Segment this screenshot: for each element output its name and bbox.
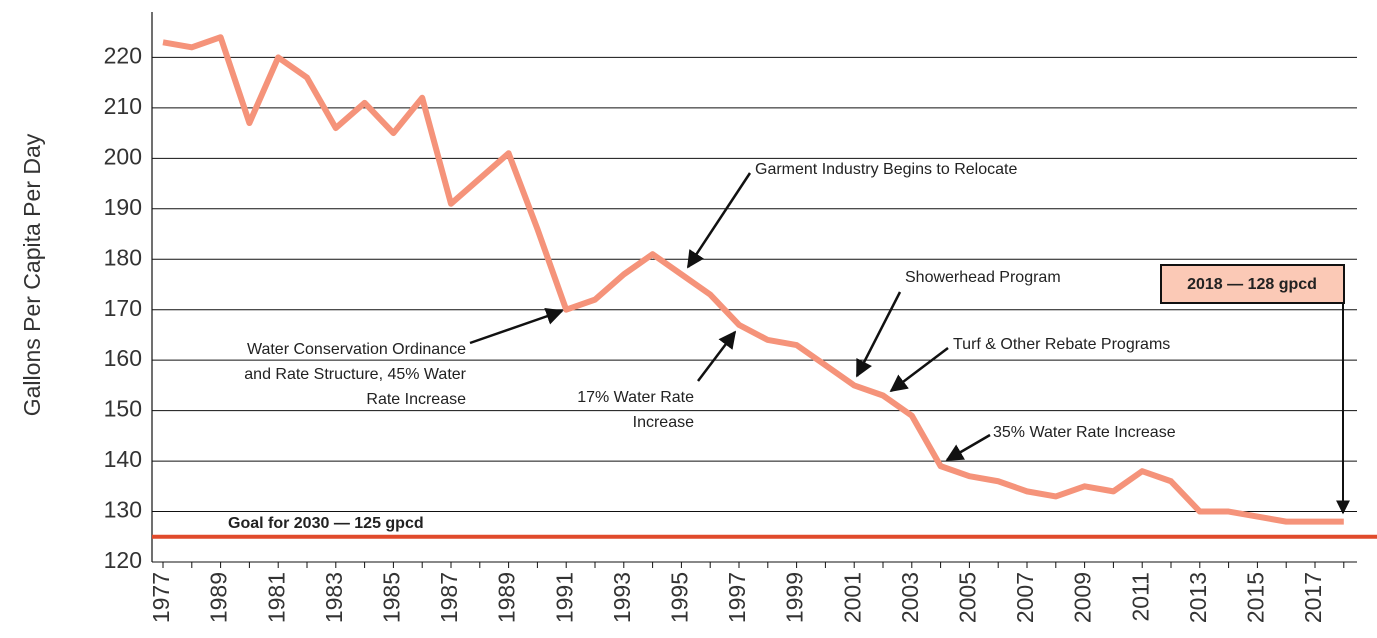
y-tick-label: 170 (104, 295, 142, 321)
x-tick-label: 1989 (206, 572, 232, 623)
x-tick-label: 1999 (782, 572, 808, 623)
annotation-text: Turf & Other Rebate Programs (953, 336, 1170, 353)
data-line (162, 34, 1344, 525)
goal-label: Goal for 2030 — 125 gpcd (228, 515, 424, 532)
y-axis-label: Gallons Per Capita Per Day (19, 133, 45, 416)
annotation-text: 17% Water Rate (577, 389, 694, 406)
x-tick-label: 2009 (1070, 572, 1096, 623)
x-tick-label: 2005 (954, 572, 980, 623)
y-tick-label: 220 (104, 42, 142, 68)
y-tick-label: 180 (104, 244, 142, 270)
annotation-arrow (697, 330, 737, 382)
annotation-text: Showerhead Program (905, 269, 1061, 286)
annotation-arrow (855, 291, 902, 378)
x-tick-label: 2013 (1185, 572, 1211, 623)
y-tick-label: 210 (104, 93, 142, 119)
x-tick-label: 2001 (839, 572, 865, 623)
annotation-arrow (686, 172, 752, 269)
callout-text: 2018 — 128 gpcd (1187, 276, 1317, 293)
annotation-text: Rate Increase (366, 391, 466, 408)
y-tick-label: 200 (104, 143, 142, 169)
y-tick-label: 120 (104, 547, 142, 573)
x-tick-label: 2011 (1127, 572, 1153, 621)
x-tick-label: 1985 (378, 572, 404, 623)
x-tick-label: 1995 (666, 572, 692, 623)
y-tick-label: 130 (104, 497, 142, 523)
annotation-text: Water Conservation Ordinance (247, 341, 466, 358)
x-tick-label: 2007 (1012, 572, 1038, 623)
x-tick-label: 1991 (551, 572, 577, 623)
x-tick-label: 1987 (436, 572, 462, 623)
callout-box (1160, 264, 1345, 304)
y-tick-label: 190 (104, 194, 142, 220)
x-tick-label: 1997 (724, 572, 750, 623)
x-tick-label: 1989 (494, 572, 520, 623)
y-tick-label: 140 (104, 446, 142, 472)
annotation-text: Garment Industry Begins to Relocate (755, 161, 1017, 178)
annotation-text: 35% Water Rate Increase (993, 424, 1176, 441)
annotation-arrow (945, 433, 991, 462)
annotation-arrow (469, 307, 564, 345)
y-tick-label: 150 (104, 396, 142, 422)
x-tick-label: 1993 (609, 572, 635, 623)
x-tick-label: 1983 (321, 572, 347, 623)
x-tick-label: 1981 (263, 572, 289, 623)
x-tick-label: 2003 (897, 572, 923, 623)
x-tick-label: 2015 (1242, 572, 1268, 623)
x-tick-label: 2017 (1300, 572, 1326, 623)
annotation-text: Increase (633, 414, 694, 431)
annotation-text: and Rate Structure, 45% Water (244, 366, 466, 383)
y-tick-label: 160 (104, 345, 142, 371)
annotation-arrow (889, 347, 949, 393)
x-tick-label: 1977 (148, 572, 174, 623)
